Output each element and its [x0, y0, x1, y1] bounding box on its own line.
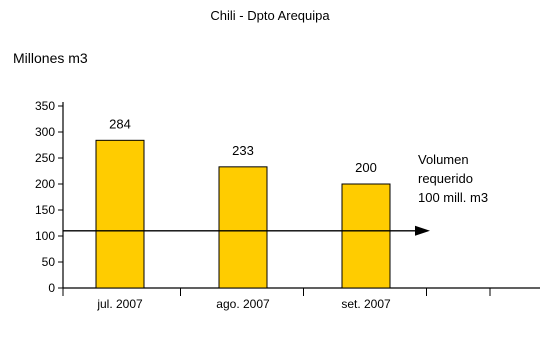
y-tick-label: 0	[48, 281, 55, 295]
y-tick-label: 350	[35, 99, 55, 113]
y-tick-label: 300	[35, 125, 55, 139]
reference-line-label: Volumen requerido 100 mill. m3	[418, 152, 489, 205]
bar	[341, 183, 391, 289]
reference-line-group	[63, 225, 430, 236]
y-tick-label: 100	[35, 229, 55, 243]
bar	[218, 166, 268, 289]
x-tick-label: ago. 2007	[216, 297, 270, 311]
y-tick-label: 150	[35, 203, 55, 217]
reference-arrowhead	[415, 225, 430, 236]
y-tick-label: 250	[35, 151, 55, 165]
chart-axes: 0 50 100 150 200 250 300 350	[35, 99, 540, 296]
chart-bars: 284 jul. 2007 233 ago. 2007 200 set. 2007	[95, 116, 391, 311]
bar-data-label: 284	[109, 116, 131, 131]
bar-data-label: 233	[232, 143, 254, 158]
bar-data-label: 200	[355, 160, 377, 175]
x-tick-label: jul. 2007	[96, 297, 143, 311]
bar	[95, 139, 145, 289]
x-tick-label: set. 2007	[341, 297, 391, 311]
y-tick-label: 200	[35, 177, 55, 191]
chart-title: Chili - Dpto Arequipa	[210, 8, 330, 23]
y-tick-label: 50	[42, 255, 56, 269]
y-axis-label: Millones m3	[13, 50, 88, 66]
